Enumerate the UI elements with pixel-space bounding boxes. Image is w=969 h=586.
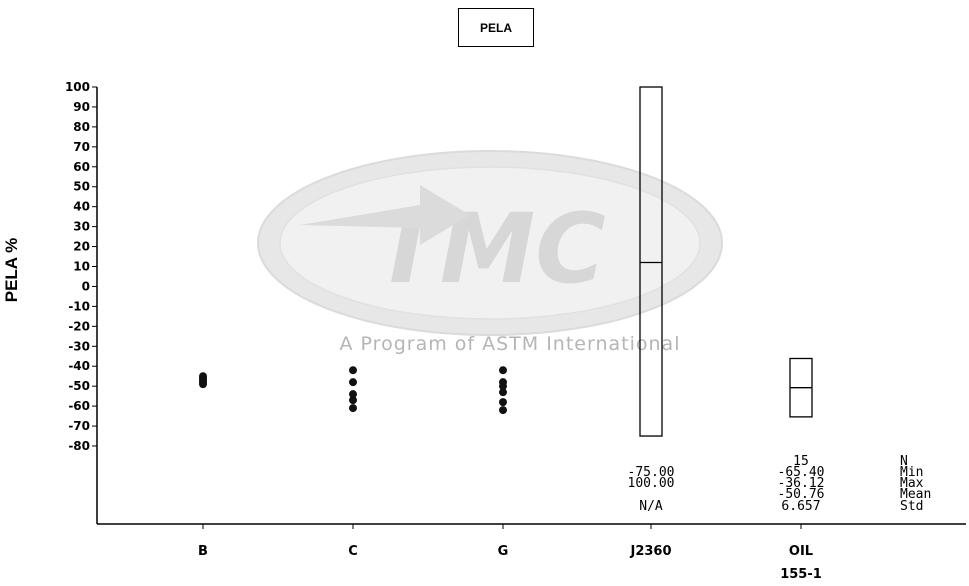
x-category-label: J2360 [629, 544, 671, 559]
stat-row-label: Min [900, 465, 923, 480]
stat-row-label: Max [900, 476, 924, 491]
data-point [349, 390, 357, 399]
stat-value: -36.12 [778, 476, 825, 491]
y-tick-label: 50 [73, 180, 90, 194]
stat-value: 100.00 [628, 476, 675, 491]
stat-row-label: N [900, 454, 908, 469]
data-point [499, 406, 507, 415]
stat-value: 15 [793, 454, 809, 469]
stat-value: -50.76 [778, 487, 825, 502]
data-point [499, 382, 507, 391]
y-tick-label: 70 [73, 140, 90, 154]
data-point [349, 366, 357, 375]
axes [96, 87, 966, 525]
stat-value: N/A [639, 499, 663, 514]
y-tick-label: 40 [73, 200, 90, 214]
x-category-label: OIL [789, 544, 813, 559]
data-point [199, 380, 207, 389]
x-category-label: G [498, 544, 509, 559]
y-tick-label: 60 [73, 160, 90, 174]
data-points [199, 366, 507, 415]
y-tick-label: -30 [68, 339, 90, 353]
stat-row-label: Mean [900, 487, 931, 502]
data-point [349, 404, 357, 413]
y-tick-label: -70 [68, 419, 90, 433]
data-point [499, 366, 507, 375]
y-tick-label: 10 [73, 260, 90, 274]
x-category-sublabel: 155-1 [780, 567, 822, 582]
box-range [639, 86, 663, 437]
x-category-label: B [198, 544, 208, 559]
y-tick-label: -60 [68, 399, 90, 413]
data-point [499, 398, 507, 407]
y-tick-label: 90 [73, 100, 90, 114]
y-tick-label: -80 [68, 439, 90, 453]
y-tick-label: 0 [82, 279, 90, 293]
stat-value: -75.00 [628, 465, 675, 480]
y-tick-label: 30 [73, 220, 90, 234]
data-point [349, 378, 357, 387]
stat-value: 6.657 [781, 499, 820, 514]
stat-row-label: Std [900, 499, 923, 514]
y-tick-label: -50 [68, 379, 90, 393]
x-categories: B C G J2360 OIL 155-1 [198, 524, 822, 582]
y-tick-label: -20 [68, 319, 90, 333]
y-tick-label: -40 [68, 359, 90, 373]
stat-value: -65.40 [778, 465, 825, 480]
chart-title: PELA [458, 8, 534, 47]
y-tick-label: -10 [68, 299, 90, 313]
y-ticks: 1009080706050403020100-10-20-30-40-50-60… [65, 80, 97, 453]
y-axis-label: PELA % [2, 237, 21, 303]
watermark-caption: A Program of ASTM International [340, 333, 681, 355]
data-point [499, 388, 507, 397]
box-summaries [639, 86, 813, 437]
watermark-logo-text: TMC [374, 193, 605, 305]
tmc-watermark-logo: TMC [257, 150, 723, 336]
y-tick-label: 80 [73, 120, 90, 134]
x-category-label: C [348, 544, 358, 559]
y-tick-label: 20 [73, 240, 90, 254]
y-tick-label: 100 [65, 80, 90, 94]
data-point [349, 396, 357, 405]
